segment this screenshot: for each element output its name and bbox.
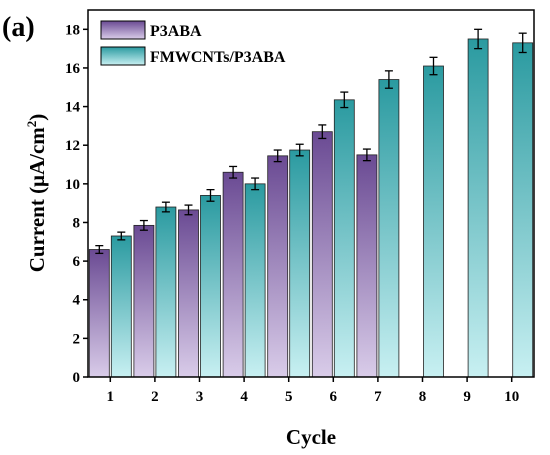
y-tick-label: 12 <box>65 138 80 154</box>
y-axis-title-superscript: 2 <box>24 121 39 128</box>
legend-label-p3aba: P3ABA <box>150 23 202 40</box>
bar-fmwcnts-cycle-4 <box>244 183 266 378</box>
bar-fmwcnts-cycle-5 <box>289 149 311 378</box>
y-axis-ticks: 0 2 4 6 8 10 12 14 16 18 <box>65 22 88 386</box>
bar-p3aba-cycle-5 <box>267 155 289 378</box>
x-tick-label: 3 <box>196 389 204 405</box>
x-tick-label: 8 <box>419 389 427 405</box>
y-tick-label: 8 <box>73 215 81 231</box>
bar-fmwcnts-cycle-10 <box>512 42 534 378</box>
error-bar-p3aba-cycle-3 <box>184 204 193 216</box>
y-tick-label: 0 <box>73 370 81 386</box>
error-bar-fmwcnts-cycle-9 <box>474 28 483 50</box>
x-tick-label: 5 <box>285 389 293 405</box>
panel-label: (a) <box>2 12 35 43</box>
y-tick-label: 2 <box>73 331 81 347</box>
plot-frame <box>87 9 535 378</box>
bar-fmwcnts-cycle-3 <box>200 195 221 378</box>
y-tick-label: 18 <box>65 22 80 38</box>
bars-group <box>88 38 534 378</box>
y-tick-label: 4 <box>73 293 81 309</box>
bar-p3aba-cycle-7 <box>356 154 378 378</box>
x-tick-label: 2 <box>151 389 159 405</box>
bar-fmwcnts-cycle-8 <box>423 65 444 378</box>
bar-p3aba-cycle-4 <box>222 171 244 378</box>
bar-p3aba-cycle-2 <box>133 224 155 378</box>
y-axis-title: Current (μA/cm2) <box>24 114 49 273</box>
legend-swatch-p3aba <box>100 20 146 40</box>
y-tick-label: 14 <box>65 100 81 116</box>
bar-fmwcnts-cycle-9 <box>467 38 489 378</box>
bar-fmwcnts-cycle-1 <box>110 235 132 378</box>
y-axis-title-close: ) <box>25 114 49 121</box>
x-tick-label: 9 <box>463 389 471 405</box>
error-bar-fmwcnts-cycle-1 <box>117 231 126 241</box>
error-bar-fmwcnts-cycle-5 <box>295 143 304 157</box>
x-axis-ticks: 1 2 3 4 5 6 7 8 9 10 <box>107 377 519 405</box>
error-bar-fmwcnts-cycle-10 <box>518 32 527 54</box>
error-bar-fmwcnts-cycle-4 <box>251 177 260 191</box>
error-bar-p3aba-cycle-1 <box>95 245 104 255</box>
y-axis-title-main: Current (μA/cm <box>25 127 49 273</box>
error-bar-fmwcnts-cycle-6 <box>340 91 349 109</box>
error-bar-fmwcnts-cycle-7 <box>384 70 393 89</box>
bar-fmwcnts-cycle-6 <box>333 99 355 378</box>
bar-p3aba-cycle-6 <box>311 131 333 378</box>
error-bar-fmwcnts-cycle-8 <box>429 56 438 76</box>
error-bar-p3aba-cycle-5 <box>273 149 282 163</box>
bar-fmwcnts-cycle-2 <box>155 206 177 378</box>
error-bar-p3aba-cycle-2 <box>139 219 148 231</box>
x-tick-label: 4 <box>240 389 248 405</box>
bar-p3aba-cycle-1 <box>88 249 110 378</box>
legend-label-fmwcnts: FMWCNTs/P3ABA <box>150 49 286 66</box>
legend-swatch-fmwcnts <box>100 46 146 66</box>
x-tick-label: 6 <box>330 389 338 405</box>
error-bars-group <box>95 28 527 255</box>
y-tick-label: 16 <box>65 61 81 77</box>
x-tick-label: 7 <box>374 389 382 405</box>
error-bar-p3aba-cycle-6 <box>318 124 327 140</box>
y-tick-label: 6 <box>73 254 81 270</box>
bar-fmwcnts-cycle-7 <box>378 79 400 378</box>
x-tick-label: 1 <box>107 389 115 405</box>
x-tick-label: 10 <box>504 389 519 405</box>
x-axis-title: Cycle <box>286 425 336 449</box>
error-bar-fmwcnts-cycle-3 <box>206 188 215 202</box>
bar-p3aba-cycle-3 <box>178 209 199 378</box>
legend: P3ABA FMWCNTs/P3ABA <box>100 20 286 66</box>
error-bar-fmwcnts-cycle-2 <box>161 201 170 213</box>
error-bar-p3aba-cycle-4 <box>229 165 238 179</box>
y-tick-label: 10 <box>65 177 80 193</box>
error-bar-p3aba-cycle-7 <box>362 148 371 162</box>
